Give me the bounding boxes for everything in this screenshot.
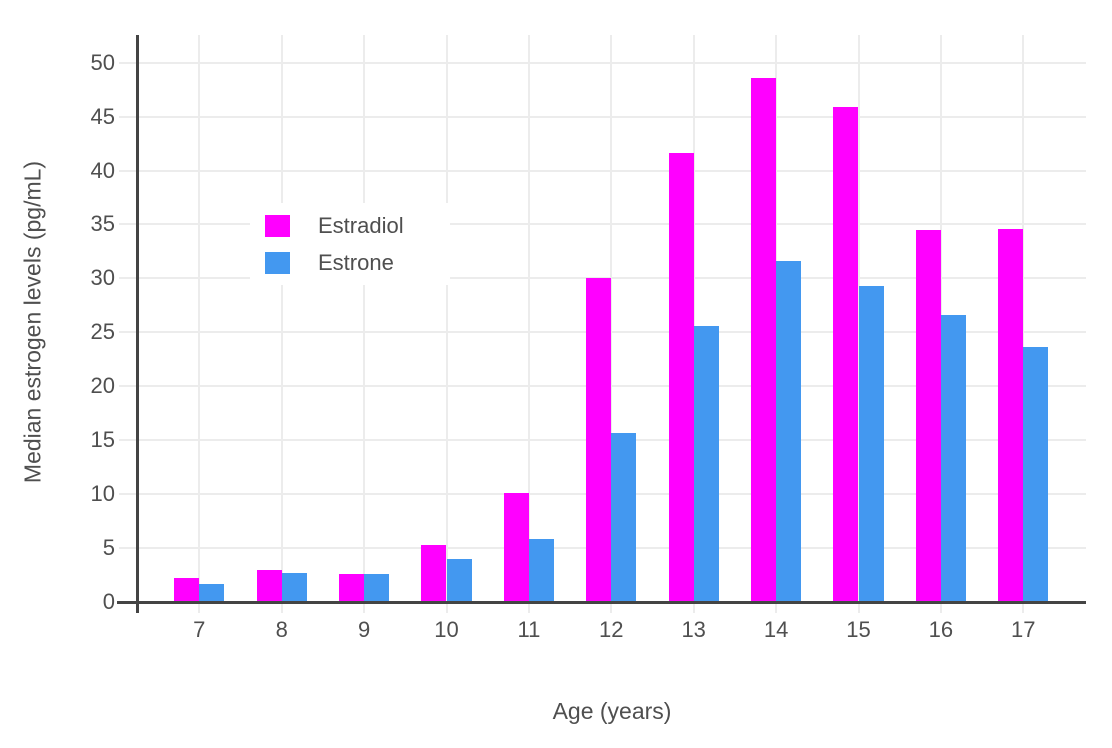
x-tick-label-8: 8 (275, 617, 288, 642)
bar-estradiol-age-8 (256, 569, 282, 602)
y-tick-label-5: 5 (102, 535, 115, 561)
x-axis-line (117, 601, 1086, 604)
bar-estradiol-age-11 (503, 493, 529, 602)
bar-estrone-age-10 (446, 558, 472, 602)
gridline-x-7 (198, 35, 201, 602)
y-tick-label-20: 20 (90, 373, 115, 399)
x-tick-16 (939, 604, 942, 613)
bar-estrone-age-16 (940, 315, 967, 602)
x-tick-label-7: 7 (193, 617, 206, 642)
bar-estrone-age-8 (281, 572, 307, 602)
x-tick-label-16: 16 (928, 617, 954, 642)
bar-estrone-age-11 (528, 539, 555, 602)
x-tick-label-14: 14 (763, 617, 789, 642)
x-tick-12 (610, 604, 613, 613)
gridline-x-9 (363, 35, 366, 602)
bar-estradiol-age-13 (668, 153, 694, 602)
bar-estradiol-age-10 (421, 544, 447, 602)
x-tick-7 (198, 604, 201, 613)
bar-estrone-age-12 (611, 432, 637, 602)
x-tick-label-12: 12 (599, 617, 624, 642)
gridline-x-8 (280, 35, 283, 602)
legend-item-estrone: Estrone (250, 244, 450, 281)
legend-swatch-estrone (265, 251, 290, 274)
y-axis-title: Median estrogen levels (pg/mL) (19, 160, 46, 484)
bar-estradiol-age-15 (833, 106, 859, 602)
x-tick-9 (363, 604, 366, 613)
y-tick-label-45: 45 (90, 103, 115, 129)
y-tick-label-40: 40 (90, 157, 115, 183)
gridline-x-13 (692, 35, 695, 602)
legend: Estradiol Estrone (250, 203, 450, 285)
bar-estrone-age-17 (1023, 347, 1049, 602)
bar-estrone-age-7 (199, 583, 225, 602)
legend-label-estradiol: Estradiol (318, 212, 404, 238)
legend-item-estradiol: Estradiol (250, 207, 450, 244)
x-tick-15 (857, 604, 860, 613)
gridline-y-40 (119, 169, 1086, 172)
gridline-x-12 (610, 35, 613, 602)
bar-estradiol-age-14 (750, 77, 777, 602)
gridline-x-10 (445, 35, 448, 602)
x-tick-label-9: 9 (357, 617, 371, 642)
x-tick-label-13: 13 (681, 617, 706, 642)
x-tick-8 (280, 604, 283, 613)
x-tick-label-15: 15 (846, 617, 871, 642)
x-tick-11 (527, 604, 530, 613)
x-tick-17 (1022, 604, 1025, 613)
y-tick-label-50: 50 (90, 49, 115, 75)
gridline-x-17 (1022, 35, 1025, 602)
bar-estradiol-age-9 (338, 573, 365, 602)
gridline-y-50 (119, 61, 1086, 64)
y-axis-line (136, 35, 139, 613)
gridline-x-11 (527, 35, 530, 602)
y-tick-label-30: 30 (90, 265, 115, 291)
gridline-y-45 (119, 115, 1086, 118)
bar-estrone-age-14 (776, 261, 802, 602)
x-axis-title: Age (years) (552, 698, 672, 724)
legend-label-estrone: Estrone (318, 249, 394, 275)
legend-swatch-estradiol (265, 214, 290, 237)
y-tick-label-35: 35 (90, 211, 115, 237)
y-tick-label-25: 25 (90, 319, 115, 345)
x-tick-label-11: 11 (517, 617, 541, 642)
x-tick-13 (692, 604, 695, 613)
y-tick-label-10: 10 (90, 481, 115, 507)
bar-estradiol-age-12 (586, 278, 612, 602)
gridline-y-35 (119, 223, 1086, 226)
bar-estrone-age-13 (693, 325, 719, 602)
y-tick-label-15: 15 (90, 427, 115, 453)
bar-estradiol-age-16 (915, 229, 941, 602)
x-tick-label-17: 17 (1011, 617, 1036, 642)
bar-estrone-age-15 (858, 285, 884, 602)
x-tick-14 (775, 604, 778, 613)
bar-estradiol-age-7 (174, 578, 200, 602)
y-tick-label-0: 0 (102, 589, 115, 614)
x-tick-label-10: 10 (434, 617, 459, 642)
bar-estrone-age-9 (364, 573, 390, 602)
x-tick-10 (445, 604, 448, 613)
bar-estradiol-age-17 (998, 228, 1024, 602)
